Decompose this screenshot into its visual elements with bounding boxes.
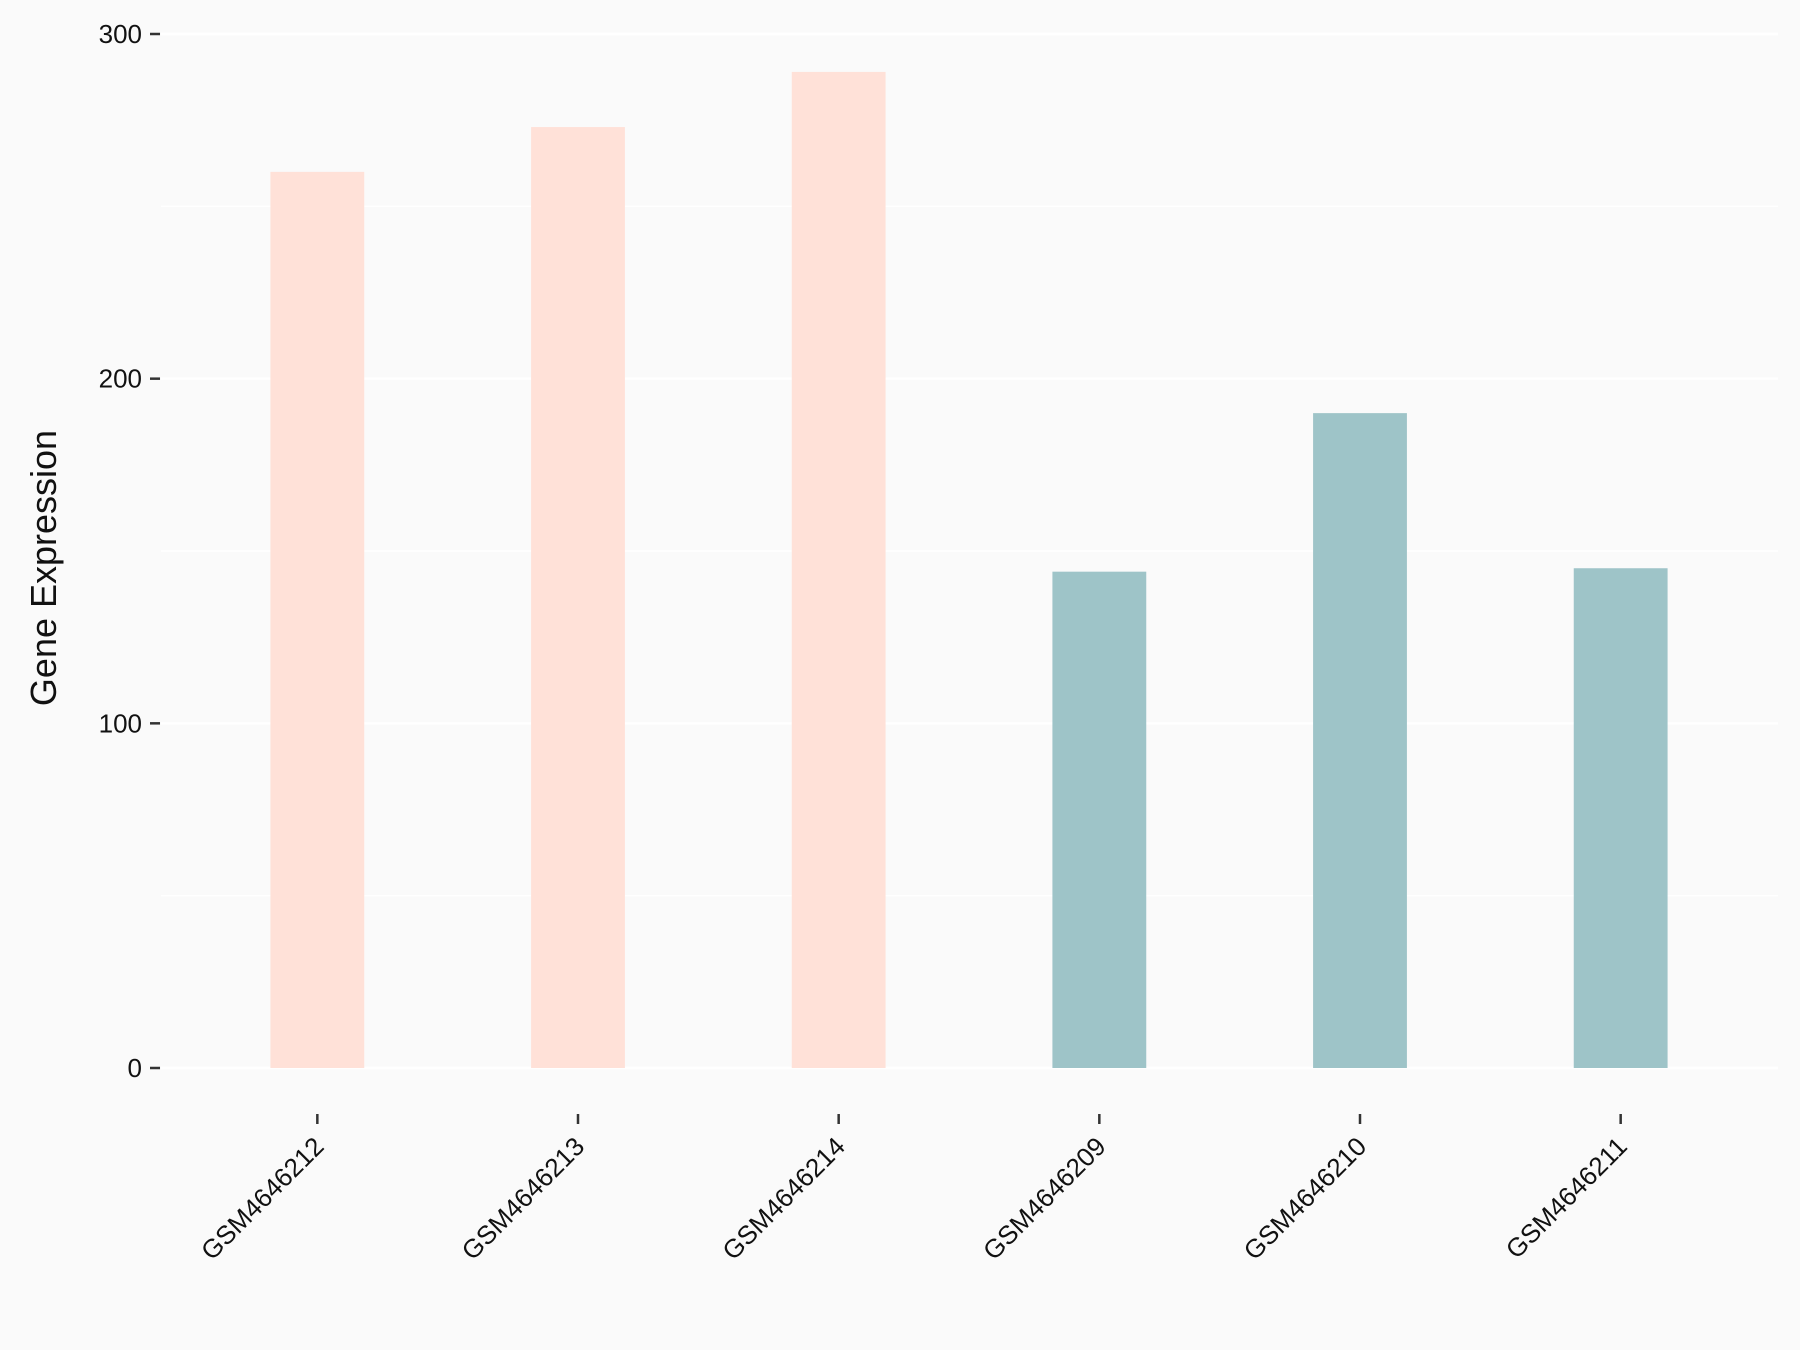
- y-tick-label: 300: [99, 19, 142, 49]
- y-tick-label: 200: [99, 364, 142, 394]
- y-tick-label: 100: [99, 708, 142, 738]
- bar: [270, 171, 365, 1068]
- y-axis-title: Gene Expression: [23, 430, 64, 706]
- bar: [791, 71, 886, 1068]
- y-tick-label: 0: [128, 1053, 142, 1083]
- bar: [1052, 571, 1147, 1068]
- bar: [1573, 568, 1668, 1068]
- bar: [531, 127, 625, 1068]
- bar: [1313, 413, 1407, 1069]
